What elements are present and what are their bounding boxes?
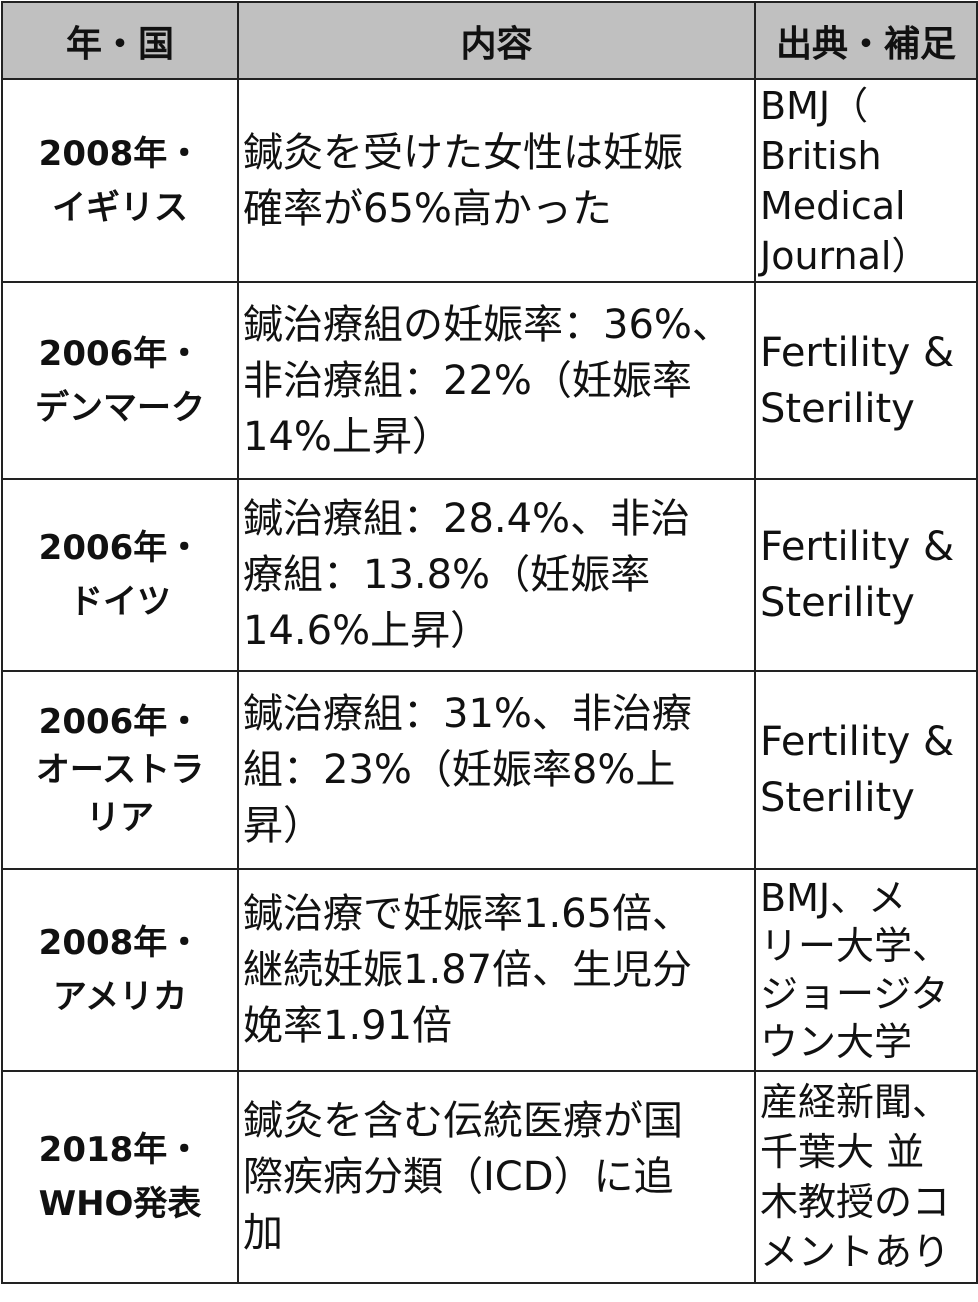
- table-row: 2006年・ デンマーク 鍼治療組の妊娠率：36%、 非治療組：22%（妊娠率 …: [1, 281, 978, 480]
- header-row: 年・国 内容 出典・補足: [1, 1, 978, 80]
- content-cell: 鍼灸を受けた女性は妊娠 確率が65%高かった: [237, 78, 756, 283]
- table-row: 2006年・ オーストラ リア 鍼治療組：31%、非治療 組：23%（妊娠率8%…: [1, 670, 978, 870]
- content-cell: 鍼治療で妊娠率1.65倍、 継続妊娠1.87倍、生児分 娩率1.91倍: [237, 868, 756, 1072]
- table-row: 2006年・ ドイツ 鍼治療組：28.4%、非治 療組：13.8%（妊娠率 14…: [1, 478, 978, 672]
- year-country-cell: 2006年・ ドイツ: [1, 478, 239, 672]
- header-content: 内容: [237, 1, 756, 80]
- content-cell: 鍼治療組：31%、非治療 組：23%（妊娠率8%上 昇）: [237, 670, 756, 870]
- source-cell: 産経新聞、 千葉大 並 木教授のコ メントあり: [754, 1070, 978, 1284]
- source-cell: Fertility & Sterility: [754, 281, 978, 480]
- year-country-cell: 2008年・ イギリス: [1, 78, 239, 283]
- year-country-cell: 2006年・ デンマーク: [1, 281, 239, 480]
- table-row: 2018年・ WHO発表 鍼灸を含む伝統医療が国 際疾病分類（ICD）に追 加 …: [1, 1070, 978, 1284]
- header-year-country: 年・国: [1, 1, 239, 80]
- year-country-cell: 2008年・ アメリカ: [1, 868, 239, 1072]
- source-cell: BMJ（ British Medical Journal）: [754, 78, 978, 283]
- header-source: 出典・補足: [754, 1, 978, 80]
- table-row: 2008年・ イギリス 鍼灸を受けた女性は妊娠 確率が65%高かった BMJ（ …: [1, 78, 978, 283]
- content-cell: 鍼治療組の妊娠率：36%、 非治療組：22%（妊娠率 14%上昇）: [237, 281, 756, 480]
- source-cell: Fertility & Sterility: [754, 670, 978, 870]
- table-row: 2008年・ アメリカ 鍼治療で妊娠率1.65倍、 継続妊娠1.87倍、生児分 …: [1, 868, 978, 1072]
- content-cell: 鍼灸を含む伝統医療が国 際疾病分類（ICD）に追 加: [237, 1070, 756, 1284]
- year-country-cell: 2018年・ WHO発表: [1, 1070, 239, 1284]
- year-country-cell: 2006年・ オーストラ リア: [1, 670, 239, 870]
- source-cell: BMJ、メ リー大学、 ジョージタ ウン大学: [754, 868, 978, 1072]
- content-cell: 鍼治療組：28.4%、非治 療組：13.8%（妊娠率 14.6%上昇）: [237, 478, 756, 672]
- source-cell: Fertility & Sterility: [754, 478, 978, 672]
